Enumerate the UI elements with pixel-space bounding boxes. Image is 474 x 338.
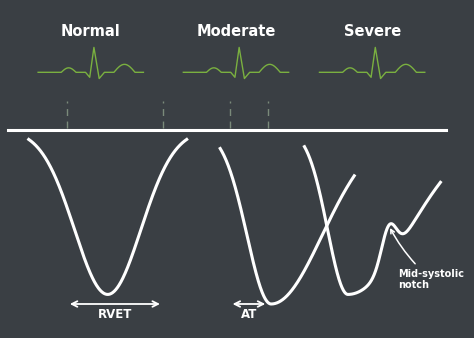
Text: Mid-systolic
notch: Mid-systolic notch [391,230,465,290]
Text: AT: AT [241,308,257,321]
Text: Moderate: Moderate [196,24,276,40]
Text: RVET: RVET [98,308,132,321]
Text: Severe: Severe [344,24,401,40]
Text: Normal: Normal [61,24,121,40]
